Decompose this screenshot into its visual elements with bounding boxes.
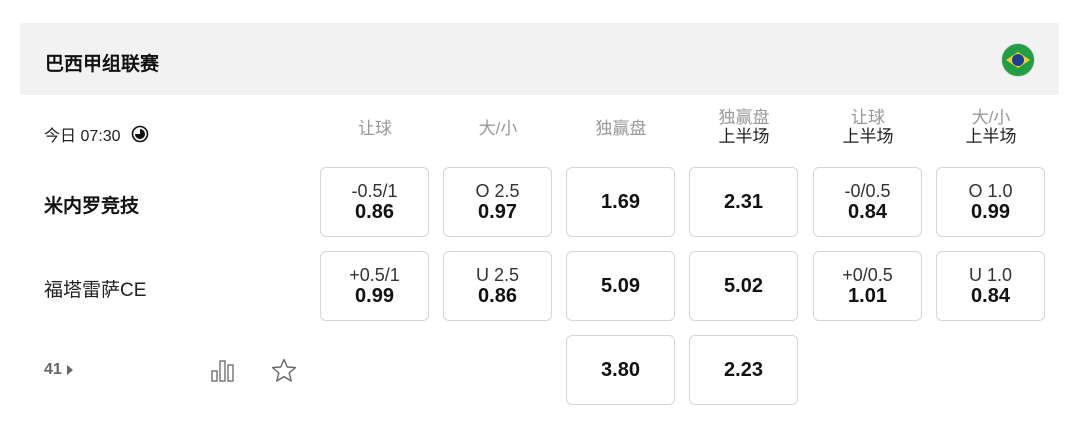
caret-right-icon bbox=[66, 365, 73, 375]
match-time: 今日 07:30 bbox=[44, 122, 149, 146]
odds-button[interactable]: 3.80 bbox=[566, 335, 675, 405]
odds-button[interactable]: +0.5/1 0.99 bbox=[320, 251, 429, 321]
column-header: 大/小 bbox=[443, 119, 553, 138]
odds-value: 0.84 bbox=[971, 284, 1010, 307]
odds-button[interactable]: 5.02 bbox=[689, 251, 798, 321]
brazil-flag-icon bbox=[1001, 43, 1035, 77]
odds-button[interactable]: 2.23 bbox=[689, 335, 798, 405]
odds-line: U 2.5 bbox=[475, 264, 520, 285]
column-header-title: 让球 bbox=[358, 119, 392, 138]
odds-button[interactable]: U 2.5 0.86 bbox=[443, 251, 552, 321]
column-header: 大/小 上半场 bbox=[936, 108, 1046, 146]
odds-button[interactable]: O 2.5 0.97 bbox=[443, 167, 552, 237]
odds-line: -0/0.5 bbox=[844, 180, 891, 201]
odds-value: 0.99 bbox=[355, 284, 394, 307]
column-header-period: 上半场 bbox=[842, 127, 894, 146]
odds-value: 5.02 bbox=[724, 274, 763, 297]
column-header-period: 上半场 bbox=[718, 127, 770, 146]
odds-line: U 1.0 bbox=[968, 264, 1013, 285]
odds-value: 0.86 bbox=[478, 284, 517, 307]
match-time-text: 今日 07:30 bbox=[44, 128, 121, 145]
odds-button[interactable]: 5.09 bbox=[566, 251, 675, 321]
odds-value: 0.97 bbox=[478, 200, 517, 223]
odds-value: 1.69 bbox=[601, 190, 640, 213]
more-count: 41 bbox=[44, 361, 62, 378]
column-header: 让球 上半场 bbox=[813, 108, 923, 146]
odds-line: +0.5/1 bbox=[349, 264, 400, 285]
column-header-period: 上半场 bbox=[965, 127, 1017, 146]
odds-button[interactable]: 1.69 bbox=[566, 167, 675, 237]
column-header-title: 让球 bbox=[851, 108, 885, 127]
odds-value: 0.99 bbox=[971, 200, 1010, 223]
odds-value: 2.23 bbox=[724, 358, 763, 381]
home-team: 米内罗竞技 bbox=[44, 196, 140, 217]
odds-value: 0.86 bbox=[355, 200, 394, 223]
odds-button[interactable]: 2.31 bbox=[689, 167, 798, 237]
odds-value: 1.01 bbox=[848, 284, 887, 307]
odds-button[interactable]: -0/0.5 0.84 bbox=[813, 167, 922, 237]
odds-line: +0/0.5 bbox=[842, 264, 893, 285]
odds-value: 3.80 bbox=[601, 358, 640, 381]
league-header: 巴西甲组联赛 bbox=[20, 23, 1059, 95]
column-header-title: 独赢盘 bbox=[595, 119, 647, 138]
odds-button[interactable]: O 1.0 0.99 bbox=[936, 167, 1045, 237]
more-markets-button[interactable]: 41 bbox=[44, 361, 73, 379]
odds-button[interactable]: +0/0.5 1.01 bbox=[813, 251, 922, 321]
column-header-title: 独赢盘 bbox=[718, 108, 770, 127]
live-clock-icon bbox=[131, 125, 148, 143]
column-header-title: 大/小 bbox=[478, 119, 518, 138]
away-team: 福塔雷萨CE bbox=[44, 280, 147, 301]
favorite-star-icon[interactable] bbox=[271, 358, 297, 383]
odds-value: 0.84 bbox=[848, 200, 887, 223]
odds-button[interactable]: U 1.0 0.84 bbox=[936, 251, 1045, 321]
stats-icon[interactable] bbox=[211, 360, 237, 382]
column-header: 让球 bbox=[320, 119, 430, 138]
column-header: 独赢盘 bbox=[566, 119, 676, 138]
odds-line: O 2.5 bbox=[475, 180, 520, 201]
odds-value: 2.31 bbox=[724, 190, 763, 213]
odds-line: -0.5/1 bbox=[351, 180, 398, 201]
odds-button[interactable]: -0.5/1 0.86 bbox=[320, 167, 429, 237]
odds-line: O 1.0 bbox=[968, 180, 1013, 201]
column-header-title: 大/小 bbox=[971, 108, 1011, 127]
column-header: 独赢盘 上半场 bbox=[689, 108, 799, 146]
league-name: 巴西甲组联赛 bbox=[45, 54, 160, 75]
odds-value: 5.09 bbox=[601, 274, 640, 297]
